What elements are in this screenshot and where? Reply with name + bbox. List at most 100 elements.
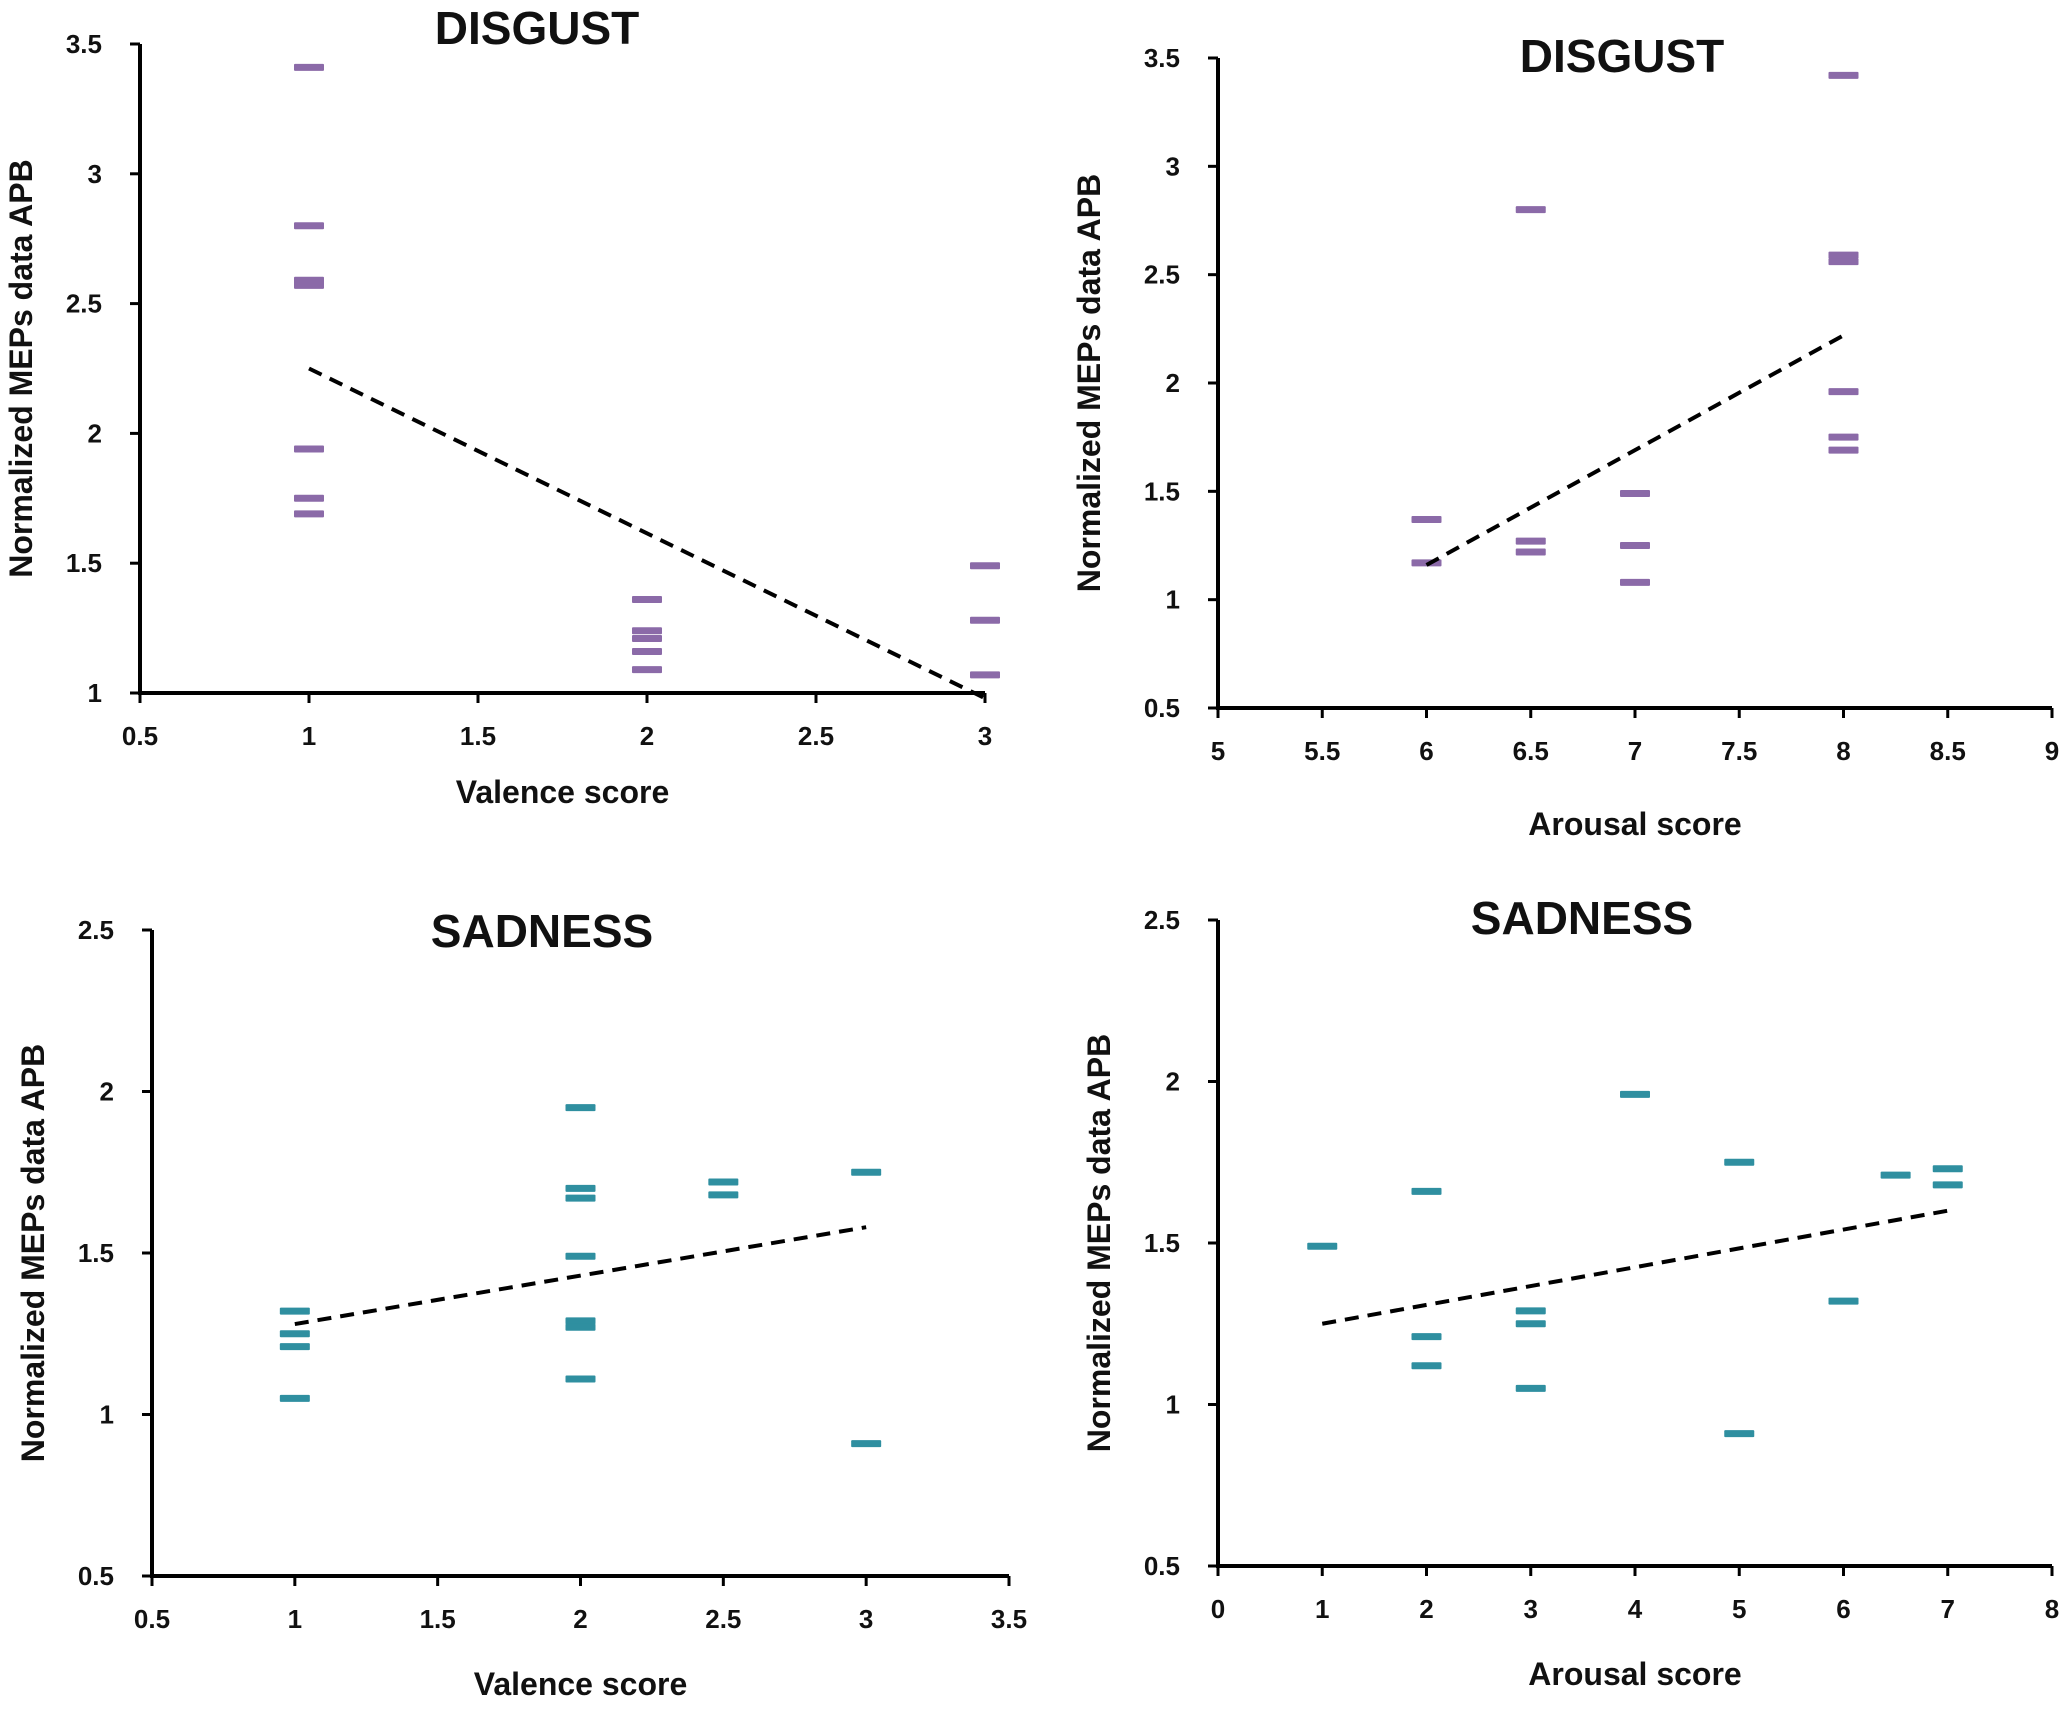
- data-point: [708, 1178, 739, 1186]
- x-tick-label: 2.5: [705, 1604, 741, 1634]
- data-point: [294, 222, 324, 230]
- x-tick-label: 5.5: [1304, 736, 1340, 766]
- x-tick-label: 1.5: [460, 721, 496, 751]
- data-point: [1620, 542, 1650, 549]
- x-tick-label: 3: [859, 1604, 873, 1634]
- x-tick-label: 2: [640, 721, 654, 751]
- x-tick-label: 7: [1941, 1594, 1955, 1624]
- x-tick-label: 1: [1315, 1594, 1329, 1624]
- data-point: [1932, 1165, 1963, 1173]
- data-point: [1411, 516, 1442, 523]
- y-tick-label: 2: [1166, 1067, 1180, 1097]
- data-point: [1828, 71, 1859, 79]
- y-tick-label: 2.5: [66, 289, 102, 319]
- data-point: [1515, 1320, 1546, 1328]
- data-point: [565, 1194, 596, 1202]
- data-point: [1724, 1158, 1755, 1166]
- data-point: [294, 445, 324, 453]
- x-axis-label: Arousal score: [1528, 1656, 1741, 1692]
- y-tick-label: 2: [1166, 368, 1180, 398]
- x-tick-label: 2: [573, 1604, 587, 1634]
- chart-title: DISGUST: [435, 2, 639, 54]
- data-point: [279, 1394, 310, 1402]
- data-point: [1880, 1171, 1911, 1179]
- y-axis-label: Normalized MEPs data APB: [1081, 1034, 1117, 1452]
- x-tick-label: 3: [1524, 1594, 1538, 1624]
- chart-sadness-valence: 0.5 1 1.5 2 2.5 0.5 1 1.5 2 2.5 3 3.5 SADNESS Valence…: [15, 905, 1027, 1702]
- data-point: [1828, 446, 1859, 454]
- y-axis-label: Normalized MEPs data APB: [3, 159, 39, 577]
- data-point: [1620, 1090, 1650, 1098]
- data-point: [1620, 490, 1650, 497]
- x-tick-label: 2.5: [798, 721, 834, 751]
- y-tick-label: 3: [88, 159, 102, 189]
- x-tick-label: 0: [1211, 1594, 1225, 1624]
- x-tick-label: 3.5: [991, 1604, 1027, 1634]
- y-tick-label: 1: [1166, 1390, 1180, 1420]
- data-point: [708, 1191, 739, 1199]
- data-point: [632, 596, 662, 604]
- x-tick-label: 0.5: [134, 1604, 170, 1634]
- data-point: [279, 1307, 310, 1315]
- data-point: [294, 494, 324, 502]
- chart-disgust-arousal: 0.5 1 1.5 2 2.5 3 3.5 5 5.5 6 6.5 7 7.5 8 8.5 9 DISGUST A…: [1071, 30, 2059, 842]
- data-point: [970, 562, 1000, 570]
- x-tick-label: 7.5: [1721, 736, 1757, 766]
- x-tick-label: 5: [1211, 736, 1225, 766]
- data-point: [1515, 548, 1546, 556]
- x-axis-label: Valence score: [474, 1666, 687, 1702]
- x-tick-label: 3: [978, 721, 992, 751]
- y-tick-label: 0.5: [1144, 1551, 1180, 1581]
- data-point: [565, 1375, 596, 1383]
- data-point: [1515, 1307, 1546, 1315]
- data-point: [1828, 1297, 1859, 1305]
- x-tick-label: 1: [288, 1604, 302, 1634]
- data-point: [279, 1343, 310, 1351]
- y-tick-label: 0.5: [1144, 693, 1180, 723]
- data-point: [1515, 1384, 1546, 1392]
- data-point: [565, 1323, 596, 1331]
- data-point: [279, 1330, 310, 1338]
- data-point: [1515, 537, 1546, 545]
- y-tick-label: 3.5: [1144, 43, 1180, 73]
- y-tick-label: 3: [1166, 151, 1180, 181]
- y-axis-label: Normalized MEPs data APB: [1071, 174, 1107, 592]
- y-tick-label: 2.5: [78, 915, 114, 945]
- data-point: [851, 1168, 882, 1176]
- data-point: [565, 1317, 596, 1325]
- data-point: [294, 281, 324, 289]
- data-point: [294, 510, 324, 518]
- y-tick-label: 1: [100, 1400, 114, 1430]
- x-tick-label: 9: [2045, 736, 2059, 766]
- data-point: [565, 1184, 596, 1192]
- data-point: [632, 666, 662, 674]
- y-tick-label: 2.5: [1144, 905, 1180, 935]
- y-tick-label: 1.5: [78, 1238, 114, 1268]
- trendline: [294, 1225, 867, 1327]
- data-point: [1932, 1181, 1963, 1189]
- x-tick-label: 0.5: [122, 721, 158, 751]
- x-tick-label: 1.5: [420, 1604, 456, 1634]
- y-tick-label: 3.5: [66, 29, 102, 59]
- data-point: [565, 1104, 596, 1112]
- data-point: [1307, 1242, 1338, 1250]
- x-tick-label: 1: [302, 721, 316, 751]
- data-point: [970, 671, 1000, 679]
- y-tick-label: 1.5: [1144, 476, 1180, 506]
- data-point: [1411, 1333, 1442, 1341]
- data-point: [1828, 251, 1859, 259]
- chart-title: SADNESS: [431, 905, 653, 957]
- chart-sadness-arousal: 0.5 1 1.5 2 2.5 0 1 2 3 4 5 6 7 8 SADNESS Arousal score…: [1081, 892, 2059, 1692]
- y-tick-label: 2: [88, 418, 102, 448]
- data-point: [294, 63, 324, 71]
- chart-title: SADNESS: [1471, 892, 1693, 944]
- data-point: [1828, 258, 1859, 266]
- data-point: [1828, 388, 1859, 396]
- x-tick-label: 8: [2045, 1594, 2059, 1624]
- data-point: [632, 634, 662, 642]
- y-tick-label: 2: [100, 1077, 114, 1107]
- x-tick-label: 6: [1419, 736, 1433, 766]
- trendline: [1425, 333, 1845, 567]
- data-point: [851, 1440, 882, 1448]
